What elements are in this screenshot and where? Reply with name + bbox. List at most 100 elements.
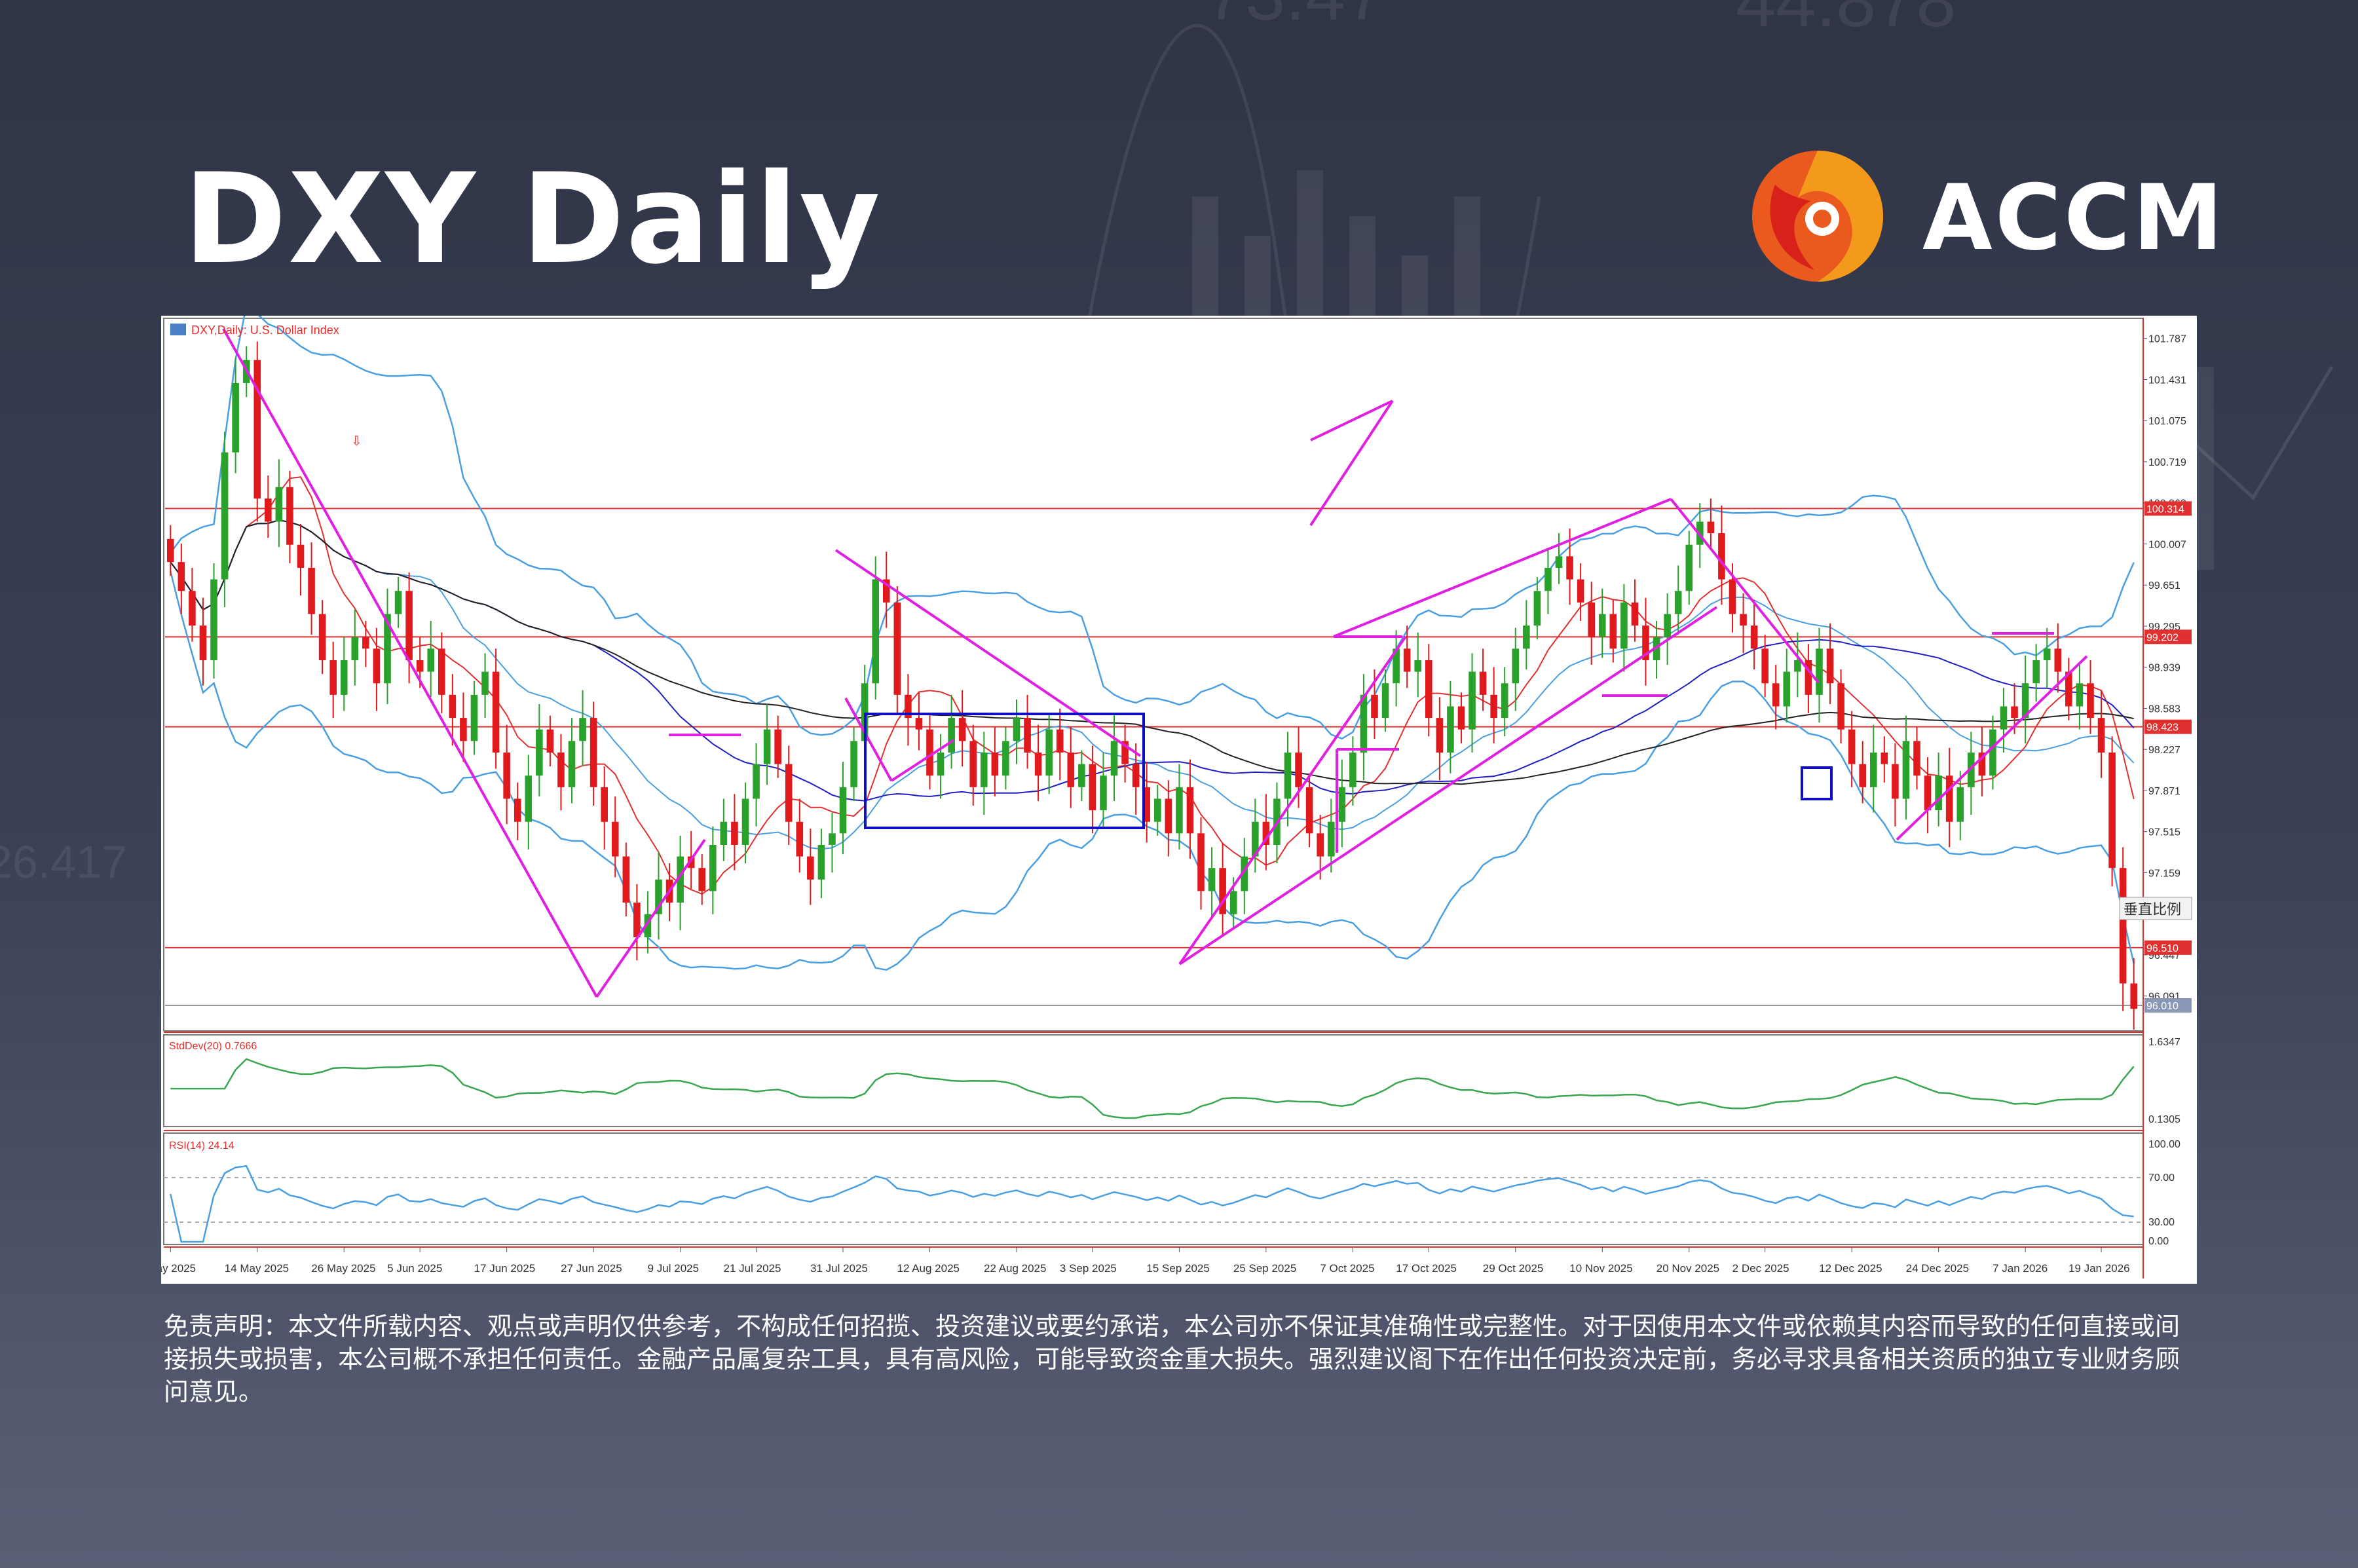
rsi-pane-frame — [163, 1132, 2144, 1245]
bollinger-lower — [170, 570, 2135, 971]
candle-body-178 — [2097, 718, 2105, 753]
candle-body-69 — [915, 718, 923, 730]
candle-body-75 — [981, 752, 988, 787]
candle-body-171 — [2021, 683, 2029, 719]
candle-body-60 — [817, 844, 825, 880]
candle-body-127 — [1544, 567, 1552, 591]
candle-body-52 — [731, 821, 738, 845]
candle-body-136 — [1642, 625, 1649, 660]
rsi-70: 70.00 — [2148, 1172, 2175, 1184]
candle-body-132 — [1598, 614, 1606, 637]
y-tick-0: 101.787 — [2148, 334, 2186, 345]
candle-body-96 — [1208, 868, 1216, 891]
candle-body-170 — [2011, 706, 2018, 719]
candle-body-140 — [1685, 544, 1693, 591]
rsi-100: 100.00 — [2148, 1139, 2180, 1150]
bollinger-mid — [170, 519, 2135, 850]
candle-body-129 — [1566, 556, 1573, 580]
candle-body-145 — [1740, 614, 1747, 626]
candle-body-23 — [416, 660, 424, 672]
candle-body-176 — [2076, 683, 2084, 707]
candle-body-28 — [470, 694, 478, 741]
candle-body-26 — [449, 694, 457, 719]
candle-body-27 — [460, 718, 467, 741]
candle-body-147 — [1761, 648, 1768, 684]
candle-body-40 — [601, 787, 608, 822]
candle-body-139 — [1674, 591, 1682, 614]
candle-body-90 — [1143, 787, 1151, 822]
candle-body-59 — [807, 856, 814, 880]
candle-body-3 — [199, 625, 207, 660]
candle-body-158 — [1881, 752, 1888, 764]
candle-body-32 — [514, 798, 521, 822]
candle-body-8 — [253, 360, 261, 499]
candle-body-116 — [1425, 660, 1432, 719]
candle-body-153 — [1826, 648, 1834, 684]
candle-body-50 — [709, 844, 717, 891]
svg-text:44.878: 44.878 — [1736, 0, 1956, 42]
candle-body-83 — [1067, 752, 1075, 787]
candle-body-36 — [557, 752, 565, 787]
candle-body-173 — [2043, 648, 2051, 660]
candle-body-67 — [893, 602, 901, 695]
level-tag-1 — [2144, 629, 2192, 644]
last-price-tag — [2144, 998, 2192, 1013]
candle-body-161 — [1913, 741, 1920, 776]
candle-body-0 — [166, 538, 174, 563]
candle-body-122 — [1490, 694, 1497, 719]
chart-menu-icon[interactable] — [170, 324, 186, 335]
candle-body-159 — [1892, 764, 1899, 799]
candle-body-174 — [2054, 648, 2062, 672]
candle-body-58 — [796, 821, 804, 857]
candle-body-20 — [384, 614, 391, 684]
last-price-label: 96.010 — [2146, 1001, 2179, 1012]
x-tick-14: 7 Oct 2025 — [1320, 1262, 1374, 1275]
context-label-bg[interactable] — [2119, 897, 2192, 920]
context-label: 垂直比例 — [2124, 901, 2181, 918]
candle-body-2 — [189, 591, 196, 626]
candle-body-56 — [774, 729, 781, 764]
candle-body-146 — [1750, 625, 1758, 649]
candle-body-162 — [1924, 775, 1932, 811]
candle-body-78 — [1013, 718, 1020, 741]
candle-body-172 — [2032, 660, 2040, 684]
candle-body-79 — [1024, 718, 1031, 753]
candle-body-135 — [1631, 602, 1639, 626]
stddev-axis-bottom: 0.1305 — [2148, 1114, 2180, 1125]
candle-body-48 — [687, 856, 695, 868]
candle-body-138 — [1664, 614, 1671, 637]
candle-body-105 — [1305, 787, 1313, 834]
level-tag-0 — [2144, 501, 2192, 516]
y-tick-3: 100.719 — [2148, 457, 2186, 468]
candle-body-94 — [1186, 787, 1194, 834]
candle-body-157 — [1869, 752, 1877, 787]
x-tick-2: 26 May 2025 — [311, 1262, 375, 1275]
y-tick-13: 97.159 — [2148, 868, 2180, 879]
candle-body-15 — [329, 660, 337, 695]
level-price-labels: 100.314 99.202 98.423 96.510 96.010 — [2144, 501, 2192, 1013]
candle-body-103 — [1284, 752, 1292, 799]
candle-body-22 — [405, 591, 413, 660]
candle-body-1 — [178, 562, 185, 591]
candle-body-133 — [1609, 614, 1617, 649]
candle-body-100 — [1252, 821, 1259, 857]
candle-body-37 — [568, 741, 576, 787]
candle-body-91 — [1153, 798, 1161, 822]
candle-body-95 — [1197, 833, 1205, 891]
level-label-2: 98.423 — [2146, 722, 2179, 734]
candle-body-33 — [525, 775, 533, 822]
x-tick-0: 2 May 2025 — [161, 1262, 196, 1275]
candle-body-164 — [1945, 775, 1953, 822]
candle-body-65 — [872, 579, 880, 684]
candle-body-38 — [579, 718, 586, 741]
candle-body-72 — [948, 718, 955, 753]
x-tick-9: 12 Aug 2025 — [897, 1262, 960, 1275]
dxy-chart: DXY,Daily: U.S. Dollar Index ⇩ 101.787 10… — [138, 304, 2192, 1279]
rsi-label: RSI(14) 24.14 — [169, 1140, 234, 1151]
y-tick-9: 98.583 — [2148, 703, 2180, 715]
candle-body-115 — [1414, 660, 1422, 672]
x-tick-13: 25 Sep 2025 — [1233, 1262, 1296, 1275]
candle-body-163 — [1935, 775, 1942, 811]
candle-body-62 — [839, 787, 847, 834]
candle-body-120 — [1469, 671, 1476, 730]
